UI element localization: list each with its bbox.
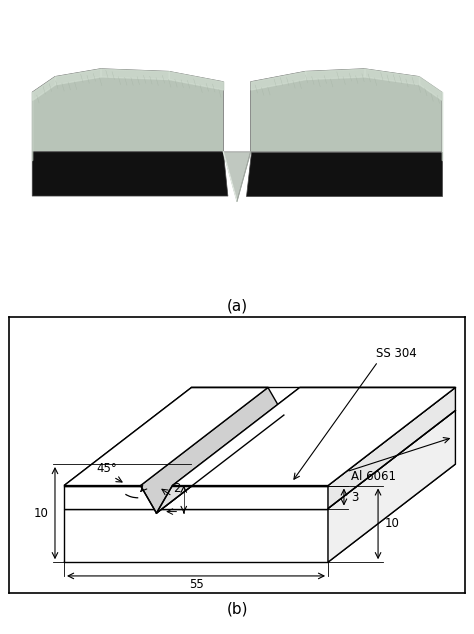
Polygon shape xyxy=(328,410,456,562)
Polygon shape xyxy=(156,387,300,513)
Polygon shape xyxy=(251,68,442,152)
Text: 3: 3 xyxy=(351,491,358,503)
Polygon shape xyxy=(64,387,268,486)
Polygon shape xyxy=(223,152,251,201)
Polygon shape xyxy=(32,152,228,196)
Polygon shape xyxy=(328,387,456,508)
Text: Al 6061: Al 6061 xyxy=(351,470,396,483)
Text: 55: 55 xyxy=(189,578,203,592)
Polygon shape xyxy=(64,486,328,508)
Polygon shape xyxy=(64,387,456,486)
Text: SS 304: SS 304 xyxy=(376,347,417,360)
Polygon shape xyxy=(173,387,456,486)
Polygon shape xyxy=(140,387,284,513)
Polygon shape xyxy=(64,508,328,562)
Polygon shape xyxy=(246,152,442,196)
Text: 10: 10 xyxy=(385,517,400,531)
Text: 10: 10 xyxy=(33,507,48,520)
Text: (b): (b) xyxy=(226,601,248,616)
Text: (a): (a) xyxy=(227,299,247,313)
Polygon shape xyxy=(32,68,223,152)
Text: 2: 2 xyxy=(173,482,181,495)
Text: 45°: 45° xyxy=(96,462,117,475)
Polygon shape xyxy=(64,464,456,562)
